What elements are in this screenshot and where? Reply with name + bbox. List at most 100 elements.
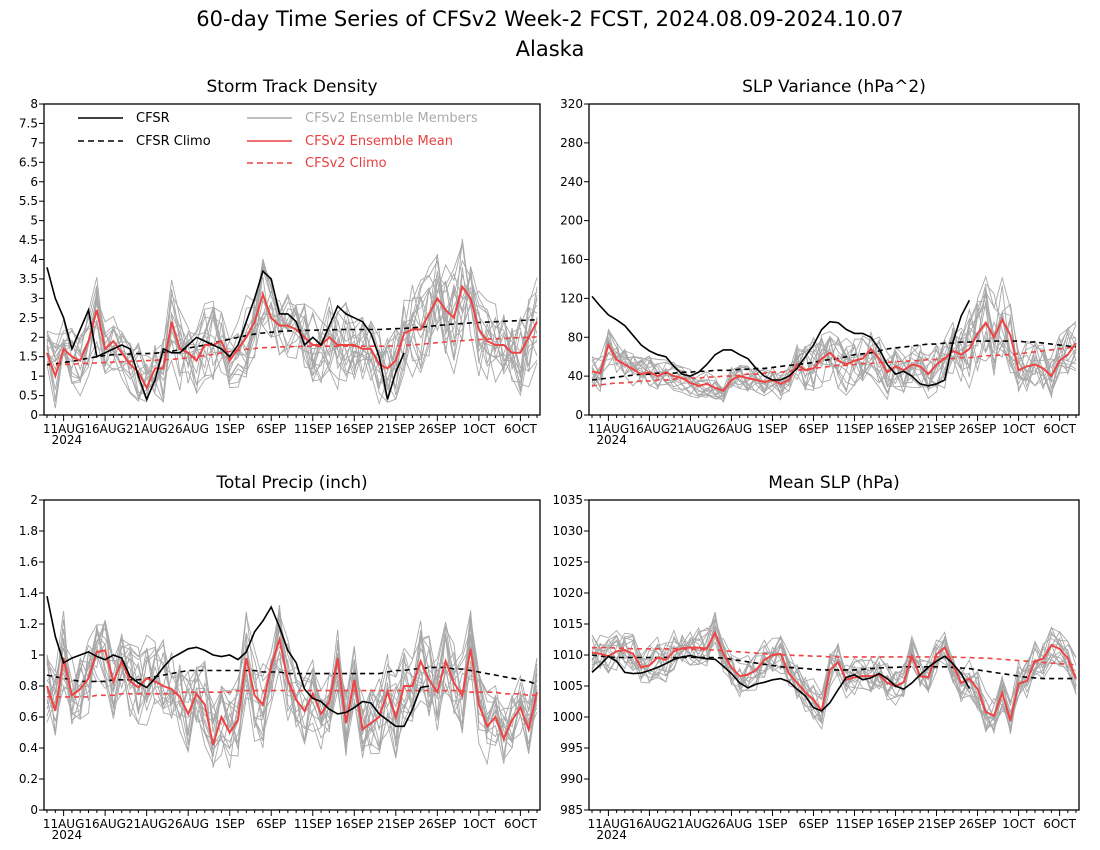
- x-tick-label: 1SEP: [757, 422, 787, 436]
- y-tick-label: 7.5: [19, 116, 38, 130]
- x-tick-label: 11SEP: [294, 817, 332, 831]
- y-tick-label: 1: [30, 369, 38, 383]
- panel-title: Storm Track Density: [206, 77, 377, 97]
- x-tick-label: 1OCT: [1002, 422, 1035, 436]
- x-tick-label: 21AUG: [126, 817, 168, 831]
- ensemble-member-line: [46, 259, 538, 388]
- y-tick-label: 240: [560, 175, 583, 189]
- y-tick-label: 2.5: [19, 311, 38, 325]
- y-tick-label: 0.5: [19, 389, 38, 403]
- x-tick-label: 6SEP: [256, 422, 286, 436]
- x-tick-label: 16SEP: [877, 422, 915, 436]
- y-tick-label: 4: [30, 253, 38, 267]
- y-tick-label: 1: [30, 648, 38, 662]
- ensemble-member-line: [46, 266, 538, 403]
- x-tick-label: 11AUG: [43, 422, 85, 436]
- legend: CFSR CFSR Climo CFSv2 Ensemble Members CFSv…: [78, 111, 478, 171]
- ensemble-mean-line: [591, 630, 1077, 721]
- y-tick-label: 1.8: [19, 524, 38, 538]
- x-tick-label: 21SEP: [377, 422, 415, 436]
- y-tick-label: 0: [575, 408, 583, 422]
- y-tick-label: 0.6: [19, 710, 38, 724]
- x-tick-label: 26AUG: [167, 817, 209, 831]
- ensemble-member-line: [46, 608, 538, 752]
- x-tick-label: 26AUG: [167, 422, 209, 436]
- ensemble-member-line: [46, 272, 538, 391]
- legend-label: CFSR Climo: [136, 134, 211, 149]
- x-tick-label: 16SEP: [335, 422, 373, 436]
- y-tick-label: 6.5: [19, 155, 38, 169]
- ensemble-member-line: [591, 634, 1077, 731]
- ensemble-member-line: [591, 627, 1077, 733]
- chart-panels: Storm Track Density 0 0.5 1 1.5 2 2.5 3 3.5 4 4.5 5…: [19, 77, 1080, 842]
- x-tick-label: 6SEP: [798, 422, 828, 436]
- y-tick-label: 1015: [552, 617, 583, 631]
- y-tick-label: 0.4: [19, 741, 38, 755]
- x-tick-label: 11SEP: [836, 817, 874, 831]
- ensemble-member-line: [46, 243, 538, 388]
- ensemble-member-line: [46, 243, 538, 393]
- y-tick-label: 1025: [552, 555, 583, 569]
- y-tick-label: 995: [560, 741, 583, 755]
- x-tick-label: 1OCT: [462, 422, 495, 436]
- y-tick-label: 8: [30, 97, 38, 111]
- ensemble-member-line: [591, 294, 1077, 404]
- x-tick-label: 16AUG: [84, 817, 126, 831]
- x-year-label: 2024: [52, 828, 83, 842]
- y-tick-label: 0: [30, 803, 38, 817]
- ensemble-member-line: [46, 627, 538, 754]
- x-tick-label: 1OCT: [462, 817, 495, 831]
- cfsr-line: [591, 654, 971, 712]
- plot-area: [591, 611, 1077, 735]
- x-tick-label: 26SEP: [959, 817, 997, 831]
- x-tick-label: 26AUG: [711, 817, 753, 831]
- legend-label: CFSv2 Ensemble Members: [305, 111, 478, 126]
- y-tick-label: 200: [560, 214, 583, 228]
- x-tick-label: 21SEP: [918, 422, 956, 436]
- y-tick-label: 120: [560, 291, 583, 305]
- x-tick-label: 16AUG: [629, 422, 671, 436]
- ensemble-member-line: [591, 618, 1077, 735]
- x-tick-label: 16AUG: [84, 422, 126, 436]
- chart-panel-2: SLP Variance (hPa^2) 0 40 80 120 160 200 240 280…: [560, 77, 1080, 447]
- x-year-label: 2024: [52, 433, 83, 447]
- y-tick-label: 985: [560, 803, 583, 817]
- x-tick-label: 11AUG: [588, 422, 630, 436]
- cfsv2-climo-line: [591, 346, 1077, 387]
- cfsr-line: [46, 267, 405, 402]
- main-title: 60-day Time Series of CFSv2 Week-2 FCST,…: [196, 7, 903, 31]
- ensemble-member-line: [46, 614, 538, 754]
- x-tick-label: 21SEP: [377, 817, 415, 831]
- cfsr-climo-line: [591, 340, 1077, 381]
- x-tick-label: 26SEP: [959, 422, 997, 436]
- ensemble-member-line: [46, 604, 538, 749]
- y-tick-label: 4.5: [19, 233, 38, 247]
- ensemble-member-line: [591, 626, 1077, 730]
- y-tick-label: 6: [30, 175, 38, 189]
- y-tick-label: 1005: [552, 679, 583, 693]
- panel-title: SLP Variance (hPa^2): [742, 77, 926, 97]
- y-tick-label: 80: [568, 330, 583, 344]
- ensemble-member-line: [591, 300, 1077, 397]
- x-tick-label: 1SEP: [215, 817, 245, 831]
- cfsr-line: [591, 295, 971, 387]
- y-tick-label: 5: [30, 214, 38, 228]
- y-tick-label: 2: [30, 330, 38, 344]
- y-tick-label: 0: [30, 408, 38, 422]
- y-tick-label: 1035: [552, 493, 583, 507]
- y-tick-label: 320: [560, 97, 583, 111]
- x-tick-label: 16SEP: [335, 817, 373, 831]
- x-tick-label: 16SEP: [877, 817, 915, 831]
- x-tick-label: 21AUG: [670, 817, 712, 831]
- ensemble-mean-line: [46, 635, 538, 746]
- legend-label: CFSv2 Climo: [305, 156, 387, 171]
- y-tick-label: 1.2: [19, 617, 38, 631]
- ensemble-member-line: [46, 610, 538, 749]
- x-tick-label: 6SEP: [256, 817, 286, 831]
- x-tick-label: 1SEP: [757, 817, 787, 831]
- chart-panel-4: Mean SLP (hPa) 985 990 995 1000 1005 1010 1015 1…: [552, 473, 1080, 842]
- x-tick-label: 21AUG: [670, 422, 712, 436]
- y-tick-label: 2: [30, 493, 38, 507]
- y-tick-label: 1.4: [19, 586, 38, 600]
